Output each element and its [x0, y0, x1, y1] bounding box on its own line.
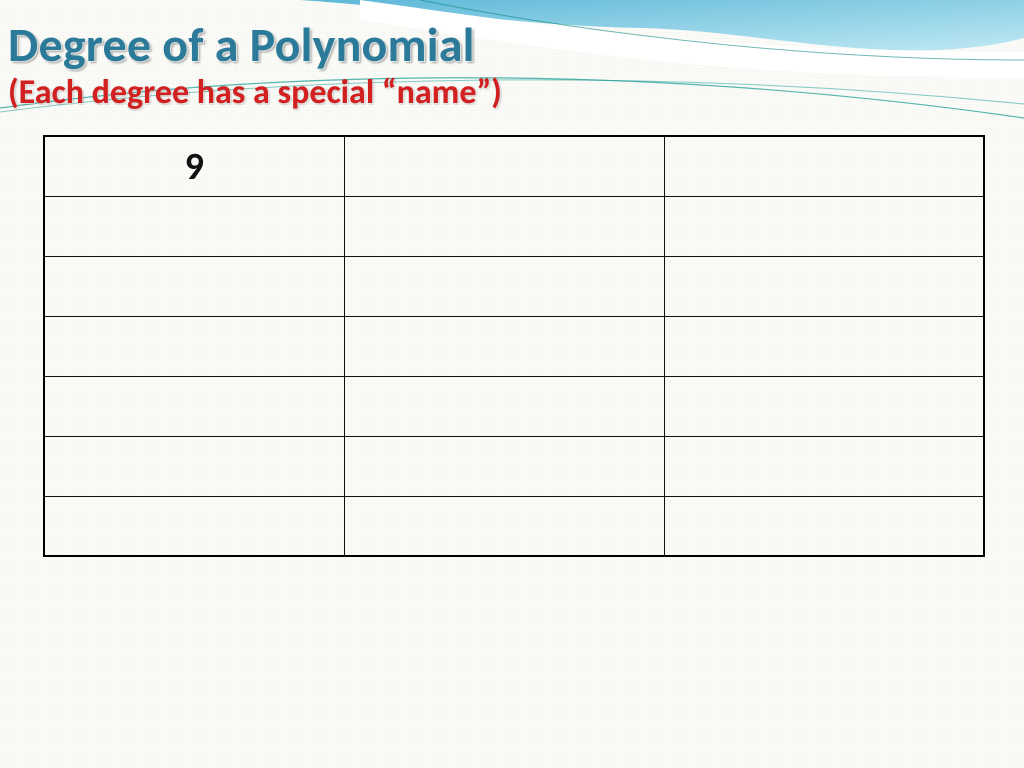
table-row: 9	[44, 136, 984, 196]
table-cell	[44, 436, 344, 496]
table-cell	[44, 196, 344, 256]
table-cell	[344, 376, 664, 436]
table-cell: 9	[44, 136, 344, 196]
table-row	[44, 376, 984, 436]
table-row	[44, 496, 984, 556]
table-cell	[44, 316, 344, 376]
table-cell	[664, 376, 984, 436]
table-cell	[44, 496, 344, 556]
polynomial-degree-table: 9	[43, 135, 985, 557]
polynomial-degree-table-container: 9	[43, 135, 981, 557]
table-cell	[664, 496, 984, 556]
table-cell	[664, 436, 984, 496]
table-cell	[344, 436, 664, 496]
table-cell	[664, 316, 984, 376]
table-row	[44, 436, 984, 496]
table-cell	[344, 256, 664, 316]
table-cell	[664, 256, 984, 316]
table-cell	[344, 136, 664, 196]
table-cell	[44, 376, 344, 436]
table-cell	[344, 316, 664, 376]
table-cell	[344, 496, 664, 556]
slide-subtitle: (Each degree has a special “name”)	[8, 72, 1016, 113]
table-row	[44, 316, 984, 376]
slide-title: Degree of a Polynomial	[8, 20, 1016, 70]
table-cell	[44, 256, 344, 316]
table-cell	[664, 136, 984, 196]
table-row	[44, 256, 984, 316]
slide-content: Degree of a Polynomial (Each degree has …	[0, 0, 1024, 768]
table-cell	[344, 196, 664, 256]
table-row	[44, 196, 984, 256]
table-cell	[664, 196, 984, 256]
